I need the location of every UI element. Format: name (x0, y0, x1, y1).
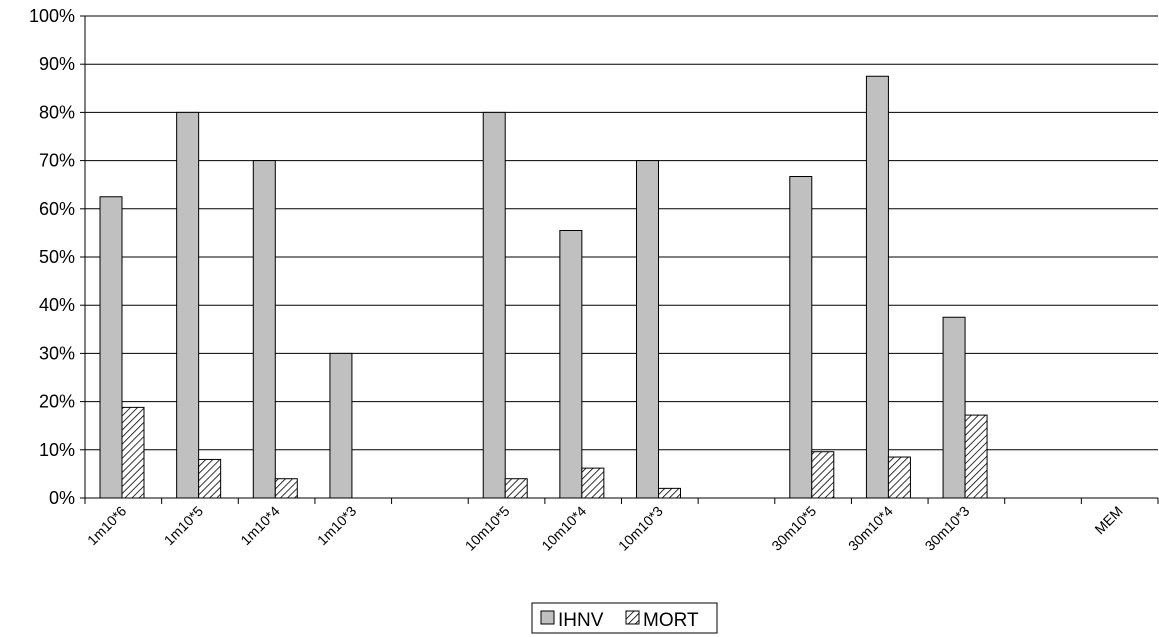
bar-mort (581, 467, 605, 499)
bar-mort (504, 478, 528, 499)
bar-ihnv (636, 160, 659, 499)
y-tick-label: 70% (39, 151, 75, 171)
x-tick-label: MEM (1091, 503, 1125, 537)
legend: IHNV MORT (531, 602, 718, 634)
legend-label-mort: MORT (643, 610, 699, 631)
y-tick-label: 30% (39, 343, 75, 363)
y-tick-label: 40% (39, 295, 75, 315)
bar-ihnv (942, 316, 966, 499)
x-tick-label: 30m10*5 (768, 503, 819, 554)
legend-swatch-ihnv (540, 610, 555, 625)
bar-ihnv (865, 75, 889, 499)
bar-ihnv (329, 352, 353, 499)
x-tick-label: 1m10*3 (314, 503, 360, 549)
x-tick-label: 1m10*6 (84, 503, 130, 549)
y-tick-label: 10% (39, 440, 75, 460)
bars (99, 75, 988, 499)
x-tick-label: 1m10*4 (237, 503, 283, 549)
bar-ihnv (99, 196, 123, 499)
bar-mort (887, 456, 911, 499)
bar-ihnv (482, 111, 506, 499)
y-tick-label: 100% (29, 6, 75, 26)
y-axis-ticks: 0% 10% 20% 30% 40% 50% 60% 70% 80% 90% 100% (29, 6, 75, 508)
y-tick-label: 0% (49, 488, 75, 508)
y-tick-label: 50% (39, 247, 75, 267)
bar-mort (811, 451, 835, 499)
bar-ihnv (789, 176, 813, 499)
legend-swatch-mort (625, 610, 640, 625)
x-tick-label: 10m10*4 (538, 503, 589, 554)
bar-mort (658, 487, 681, 499)
y-tick-label: 90% (39, 54, 75, 74)
x-tick-label: 10m10*5 (462, 503, 513, 554)
bar-mort (274, 478, 298, 499)
bar-ihnv (559, 229, 583, 499)
y-tick-label: 20% (39, 392, 75, 412)
legend-box (531, 602, 718, 634)
x-tick-label: 10m10*3 (615, 503, 666, 554)
bar-ihnv (252, 160, 276, 499)
x-tick-label: 30m10*3 (922, 503, 973, 554)
bar-mort (964, 414, 988, 499)
y-tick-label: 60% (39, 199, 75, 219)
bar-mort (121, 406, 145, 499)
gridlines (85, 15, 1158, 451)
x-axis-ticks: 1m10*6 1m10*5 1m10*4 1m10*3 10m10*5 10m10*4 10… (84, 503, 1126, 554)
axes (80, 15, 1159, 504)
bar-mort (198, 458, 222, 499)
x-tick-label: 1m10*5 (161, 503, 207, 549)
x-tick-label: 30m10*4 (845, 503, 896, 554)
bar-ihnv (176, 111, 200, 499)
y-tick-label: 80% (39, 102, 75, 122)
legend-label-ihnv: IHNV (558, 610, 604, 631)
